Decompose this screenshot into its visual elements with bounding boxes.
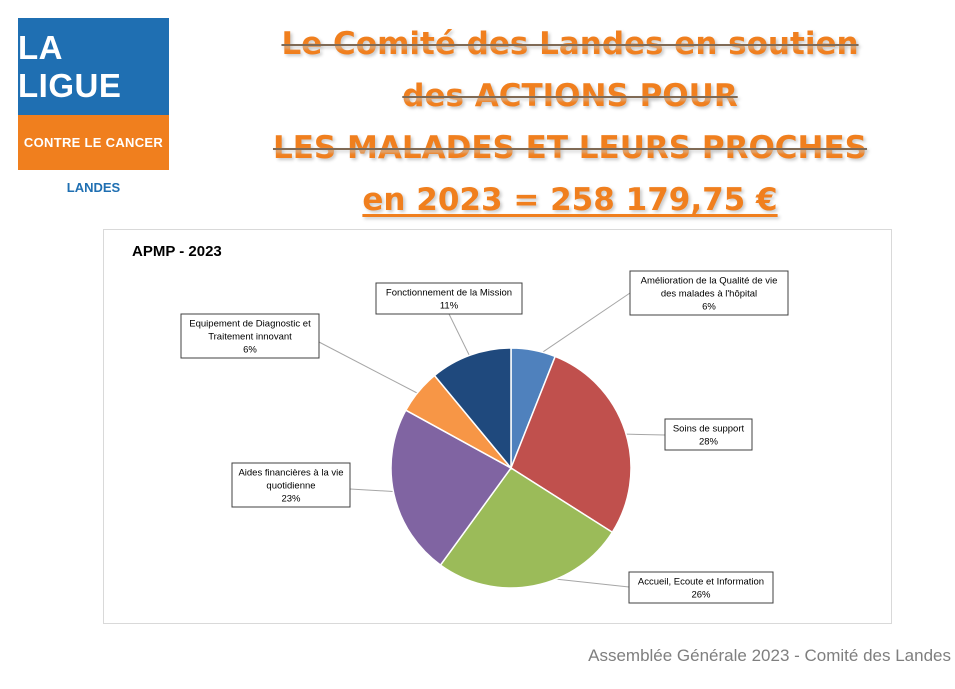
data-label-box bbox=[628, 571, 774, 604]
page-title: Le Comité des Landes en soutien des ACTI… bbox=[180, 18, 955, 226]
data-label-box bbox=[629, 270, 789, 316]
data-label-percent: 6% bbox=[243, 345, 257, 356]
logo: LA LIGUE CONTRE LE CANCER bbox=[18, 18, 169, 170]
data-label: Soins de support 28% bbox=[664, 418, 753, 451]
title-line-1: Le Comité des Landes en soutien bbox=[180, 18, 955, 70]
data-label: Fonctionnement de la Mission 11% bbox=[375, 282, 523, 315]
data-label-text: quotidienne bbox=[266, 481, 315, 492]
data-label: Accueil, Ecoute et Information 26% bbox=[628, 571, 774, 604]
title-line-1-text: Le Comité des Landes en soutien bbox=[281, 26, 859, 62]
data-label-percent: 11% bbox=[440, 301, 459, 312]
data-label: Amélioration de la Qualité de vie des mal… bbox=[629, 270, 789, 316]
chart-title: APMP - 2023 bbox=[132, 243, 222, 260]
logo-subtitle: LANDES bbox=[66, 180, 121, 195]
pie-chart: Amélioration de la Qualité de vie des mal… bbox=[180, 270, 789, 604]
data-label-percent: 26% bbox=[691, 590, 711, 601]
pie-slice bbox=[433, 347, 512, 471]
data-label: Equipement de Diagnostic et Traitement in… bbox=[180, 313, 320, 359]
logo-top-text: LA LIGUE bbox=[18, 18, 169, 115]
data-label-text: Amélioration de la Qualité de vie bbox=[641, 276, 778, 287]
data-label-text: Fonctionnement de la Mission bbox=[386, 288, 512, 299]
data-label-box bbox=[664, 418, 753, 451]
title-line-4: en 2023 = 258 179,75 € bbox=[180, 174, 955, 226]
pie-slice bbox=[439, 466, 614, 589]
logo-bottom-text: CONTRE LE CANCER bbox=[18, 115, 169, 170]
data-label-text: Soins de support bbox=[673, 424, 745, 435]
footer-text: Assemblée Générale 2023 - Comité des Lan… bbox=[588, 646, 951, 665]
title-line-3-text: LES MALADES ET LEURS PROCHES bbox=[272, 130, 867, 166]
data-label-text: Accueil, Ecoute et Information bbox=[638, 577, 764, 588]
data-label-text: Aides financières à la vie bbox=[238, 468, 343, 479]
pie-slice bbox=[510, 355, 632, 534]
data-label: Aides financières à la vie quotidienne 23% bbox=[231, 462, 351, 508]
data-label-percent: 28% bbox=[699, 437, 719, 448]
chart-panel: APMP - 2023 Amélioration de la Qualité d… bbox=[103, 229, 892, 624]
title-line-2-text: des ACTIONS POUR bbox=[402, 78, 738, 114]
data-label-box bbox=[375, 282, 523, 315]
title-line-2: des ACTIONS POUR bbox=[180, 70, 955, 122]
data-label-box bbox=[231, 462, 351, 508]
data-label-percent: 6% bbox=[702, 302, 716, 313]
title-line-4-text: en 2023 = 258 179,75 € bbox=[362, 182, 778, 218]
leader-line bbox=[318, 341, 427, 399]
pie-slice bbox=[390, 409, 513, 567]
title-line-3: LES MALADES ET LEURS PROCHES bbox=[180, 122, 955, 174]
data-label-text: Traitement innovant bbox=[208, 332, 292, 343]
data-label-text: Equipement de Diagnostic et bbox=[189, 319, 311, 330]
data-label-box bbox=[180, 313, 320, 359]
data-label-text: des malades à l'hôpital bbox=[661, 289, 757, 300]
leader-line bbox=[531, 292, 631, 360]
data-label-percent: 23% bbox=[281, 494, 301, 505]
